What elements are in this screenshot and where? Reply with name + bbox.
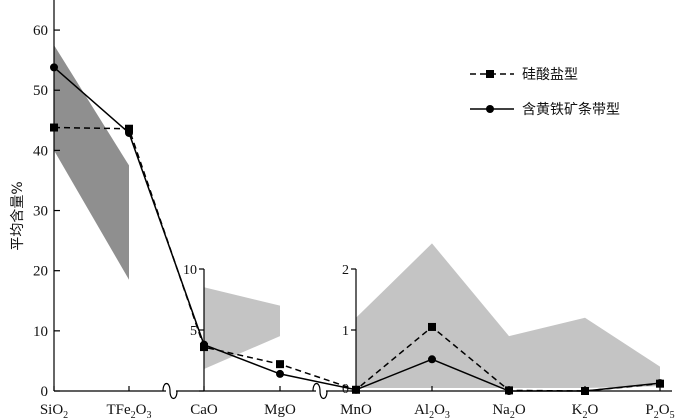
- x-tick-label: MgO: [264, 402, 296, 418]
- range-band-inset2: [356, 243, 660, 388]
- series-lines: [50, 63, 664, 395]
- ticks: 0 10 20 30 40 50 60 5 10 0 1 2: [33, 23, 661, 400]
- x-tick-label: P2O5: [645, 402, 674, 420]
- data-point-circle: [656, 379, 664, 388]
- legend-label-silicate: 硅酸盐型: [522, 67, 578, 83]
- x-tick-label: Na2O: [492, 402, 526, 420]
- y-tick-label-inset: 10: [183, 263, 197, 278]
- legend: 硅酸盐型 含黄铁矿条带型: [470, 67, 620, 118]
- data-point-circle: [276, 369, 284, 378]
- legend-marker-square: [486, 70, 494, 78]
- y-axis-label: 平均含量%: [10, 181, 26, 250]
- y-tick-label-inset: 1: [342, 324, 349, 339]
- data-point-square: [276, 360, 284, 369]
- range-band-main: [54, 45, 129, 280]
- axis-break-2: [312, 382, 328, 400]
- data-point-square: [125, 124, 133, 133]
- y-tick-label-main: 60: [33, 23, 48, 39]
- data-point-circle: [125, 128, 133, 137]
- data-point-circle: [428, 355, 436, 364]
- y-tick-label-main: 40: [33, 143, 48, 159]
- data-point-circle: [581, 387, 589, 395]
- data-point-circle: [50, 63, 58, 72]
- data-point-circle: [352, 385, 360, 394]
- y-tick-label-main: 50: [33, 83, 48, 99]
- data-point-square: [50, 123, 58, 132]
- y-tick-label-main: 10: [33, 324, 48, 340]
- x-tick-label: TFe2O3: [106, 402, 151, 420]
- axis-break-1: [162, 382, 178, 400]
- range-bands: [54, 45, 660, 388]
- y-tick-label-inset: 5: [190, 324, 197, 339]
- y-tick-label-inset: 2: [342, 263, 349, 278]
- x-tick-labels: SiO2 TFe2O3 CaO MgO MnO Al2O3 Na2O K2O P2O5: [40, 402, 675, 420]
- legend-marker-circle: [486, 105, 494, 113]
- y-tick-label-main: 20: [33, 264, 48, 280]
- x-tick-label: MnO: [340, 402, 372, 418]
- y-tick-label-main: 0: [41, 384, 49, 400]
- range-band-inset1: [204, 287, 280, 370]
- data-point-circle: [505, 387, 513, 395]
- x-tick-label: CaO: [190, 402, 218, 418]
- x-tick-label: K2O: [572, 402, 599, 420]
- x-tick-label: SiO2: [40, 402, 68, 420]
- y-tick-label-main: 30: [33, 204, 48, 220]
- x-tick-label: Al2O3: [414, 402, 450, 420]
- data-point-square: [428, 322, 436, 331]
- y-tick-label-inset: 0: [342, 382, 349, 397]
- legend-label-pyrite: 含黄铁矿条带型: [522, 101, 620, 118]
- data-point-circle: [200, 340, 208, 349]
